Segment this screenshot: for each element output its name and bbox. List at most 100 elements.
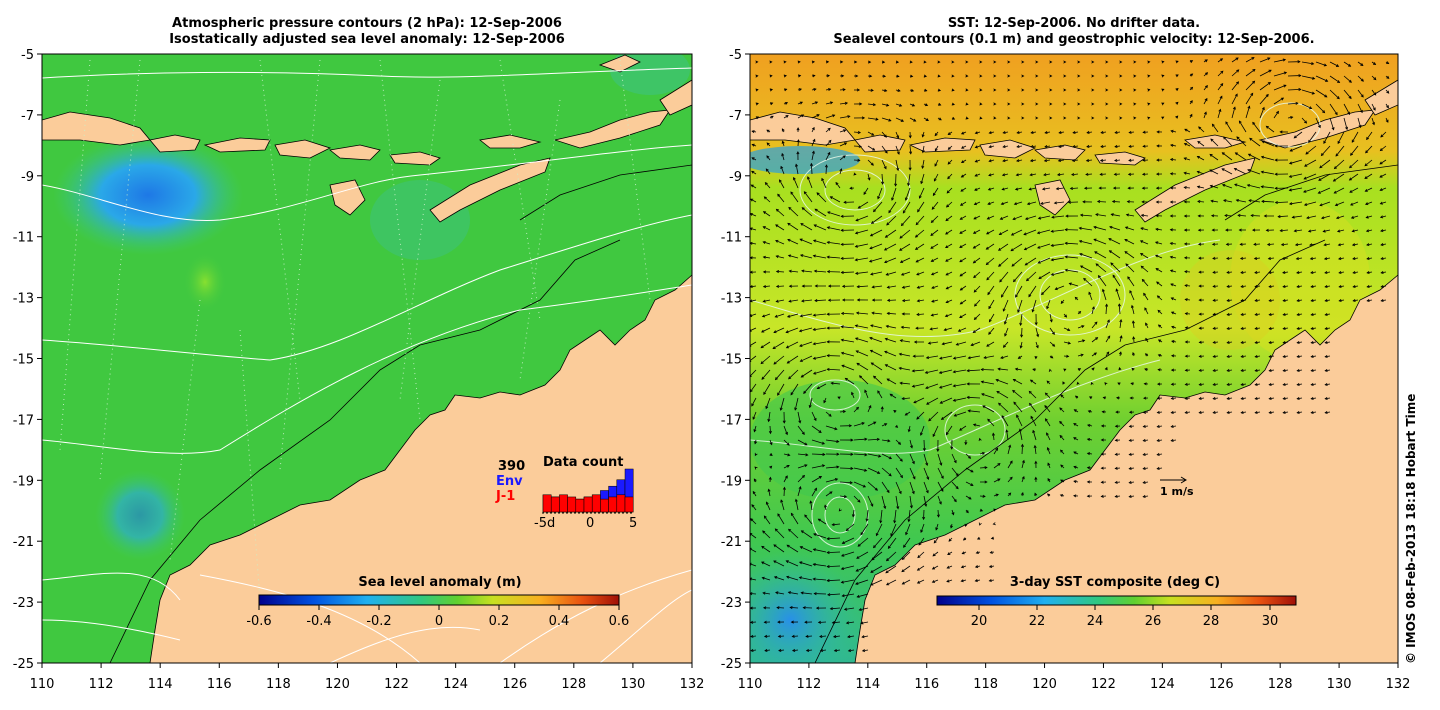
data-count-axis-mid: 0 [586, 516, 594, 531]
rightCbTicks-label: 24 [1087, 614, 1104, 629]
data-count-title: Data count [543, 455, 623, 470]
right-y-tick-label: -5 [729, 48, 742, 63]
j1-bar [542, 494, 552, 513]
sst-colorbar: 3-day SST composite (deg C) 20 22 24 26 28 30 [936, 575, 1297, 629]
high-anomaly-patch [183, 252, 227, 312]
right-x-tick-label: 112 [796, 677, 821, 692]
rightCbTicks-label: 22 [1029, 614, 1046, 629]
j1-bar [575, 498, 585, 513]
data-count-axis-start: -5d [534, 516, 555, 531]
left-y-tick-label: -17 [13, 413, 34, 428]
j1-bar [600, 498, 609, 513]
rightCbTicks-label: 20 [971, 614, 988, 629]
sealevel-contours [750, 102, 1321, 548]
data-count-series-j1: J-1 [495, 489, 515, 504]
right-x-tick-label: 130 [1327, 677, 1352, 692]
leftCbTicks-label: -0.4 [306, 614, 331, 629]
sst-colorbar-title: 3-day SST composite (deg C) [1010, 575, 1220, 590]
leftCbTicks-label: 0 [435, 614, 443, 629]
left-x-tick-label: 126 [502, 677, 527, 692]
left-title-line1: Atmospheric pressure contours (2 hPa): 1… [172, 16, 562, 31]
data-count-number: 390 [498, 459, 525, 474]
left-y-tick-label: -7 [21, 109, 34, 124]
left-y-tick-label: -21 [13, 535, 34, 550]
left-x-tick-label: 130 [620, 677, 645, 692]
left-x-tick-label: 110 [30, 677, 55, 692]
leftCbTicks-label: -0.2 [366, 614, 391, 629]
j1-bar [608, 496, 618, 513]
left-y-tick-label: -25 [13, 657, 34, 672]
left-x-tick-label: 128 [561, 677, 586, 692]
right-y-tick-label: -13 [721, 292, 742, 307]
left-x-tick-label: 116 [207, 677, 232, 692]
velocity-scale-label: 1 m/s [1160, 485, 1194, 498]
geostrophic-velocity-arrows [750, 57, 1390, 653]
right-y-tick-label: -25 [721, 657, 742, 672]
right-y-tick-label: -9 [729, 170, 742, 185]
right-x-tick-label: 114 [855, 677, 880, 692]
rightCbTicks-label: 26 [1145, 614, 1162, 629]
australia-land [149, 274, 692, 663]
left-x-tick-label: 114 [148, 677, 173, 692]
leftCbTicks-label: 0.2 [489, 614, 510, 629]
left-x-tick-label: 120 [325, 677, 350, 692]
left-y-tick-label: -5 [21, 48, 34, 63]
left-x-tick-label: 132 [680, 677, 705, 692]
right-x-tick-label: 120 [1032, 677, 1057, 692]
left-x-tick-label: 118 [266, 677, 291, 692]
credit-text: © IMOS 08-Feb-2013 18:18 Hobart Time [1404, 393, 1418, 664]
data-count-inset: 390 Env J-1 Data count -5d 0 5 [495, 455, 637, 531]
right-y-tick-label: -19 [721, 474, 742, 489]
left-y-tick-label: -13 [13, 292, 34, 307]
leftCbTicks-label: 0.6 [609, 614, 630, 629]
pressure-contours [42, 67, 692, 663]
data-count-axis-end: 5 [629, 516, 637, 531]
right-y-tick-label: -15 [721, 353, 742, 368]
right-x-tick-label: 116 [914, 677, 939, 692]
left-title: Atmospheric pressure contours (2 hPa): 1… [42, 16, 692, 48]
indonesia-islands [42, 54, 692, 223]
right-x-tick-label: 110 [738, 677, 763, 692]
leftCbTicks-label: -0.6 [246, 614, 271, 629]
j1-bar [550, 496, 560, 513]
j1-bar [583, 496, 593, 513]
low-anomaly-patch [53, 135, 243, 255]
right-title-line1: SST: 12-Sep-2006. No drifter data. [947, 16, 1201, 31]
right-title: SST: 12-Sep-2006. No drifter data. Seale… [750, 16, 1398, 48]
right-y-tick-label: -11 [721, 231, 742, 246]
left-x-tick-label: 112 [89, 677, 114, 692]
left-y-tick-label: -11 [13, 231, 34, 246]
left-y-tick-label: -19 [13, 474, 34, 489]
sea-level-map [42, 54, 692, 663]
sst-map [750, 54, 1398, 663]
data-count-series-env: Env [496, 474, 523, 489]
rightCbTicks-label: 28 [1203, 614, 1220, 629]
data-count-bars [542, 468, 634, 513]
left-x-tick-label: 122 [384, 677, 409, 692]
right-y-tick-label: -23 [721, 596, 742, 611]
left-x-tick-label: 124 [443, 677, 468, 692]
right-y-tick-label: -17 [721, 413, 742, 428]
left-y-tick-label: -23 [13, 596, 34, 611]
right-x-tick-label: 124 [1150, 677, 1175, 692]
j1-bar [559, 494, 568, 513]
low-anomaly-patch-south [95, 470, 185, 560]
sea-level-colorbar: Sea level anomaly (m) -0.6 -0.4 -0.2 0 0.2 0.… [246, 575, 629, 629]
right-y-tick-label: -7 [729, 109, 742, 124]
right-y-tick-label: -21 [721, 535, 742, 550]
rightCbTicks-label: 30 [1262, 614, 1279, 629]
right-x-tick-label: 118 [973, 677, 998, 692]
right-x-tick-label: 122 [1091, 677, 1116, 692]
j1-bar [567, 496, 577, 513]
left-title-line2: Isostatically adjusted sea level anomaly… [169, 32, 565, 47]
left-y-tick-label: -15 [13, 353, 34, 368]
left-y-tick-label: -9 [21, 170, 34, 185]
sea-level-colorbar-title: Sea level anomaly (m) [358, 575, 521, 590]
leftCbTicks-label: 0.4 [549, 614, 570, 629]
j1-bar [624, 496, 634, 513]
right-x-tick-label: 128 [1268, 677, 1293, 692]
right-x-tick-label: 126 [1209, 677, 1234, 692]
j1-bar [616, 494, 626, 513]
right-title-line2: Sealevel contours (0.1 m) and geostrophi… [833, 32, 1315, 47]
